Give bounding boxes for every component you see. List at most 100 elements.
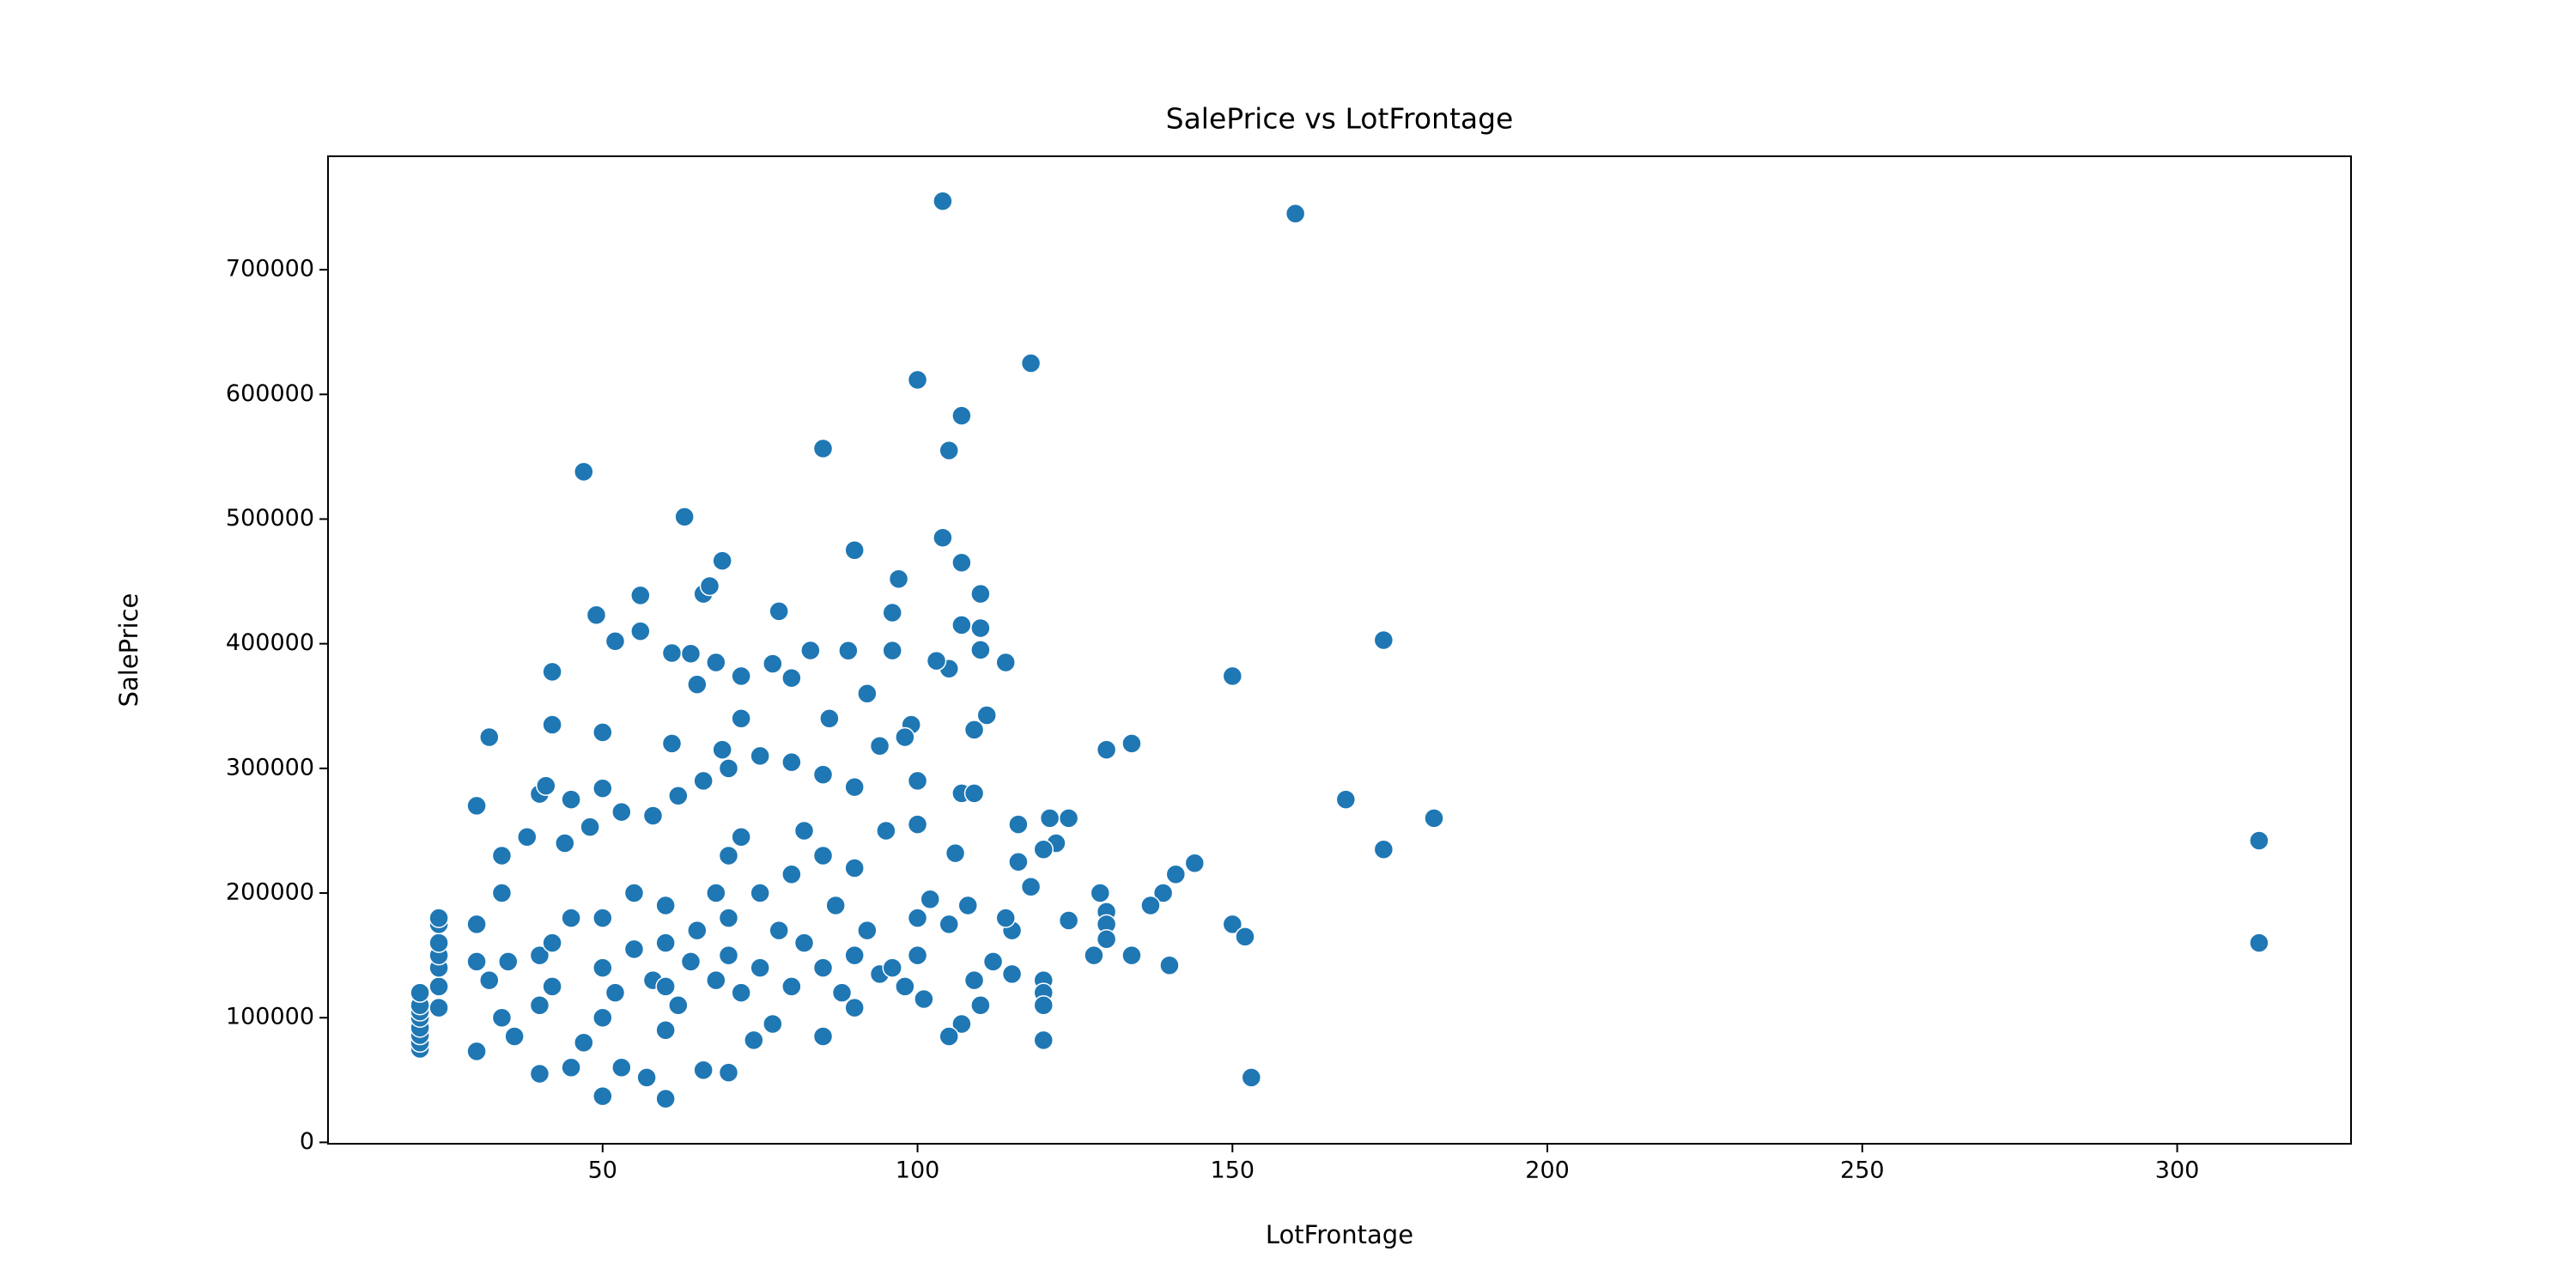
y-tick-label: 200000 [226,879,314,906]
point [718,1062,739,1083]
y-tick-label: 500000 [226,505,314,532]
point [1184,853,1206,873]
point [561,908,581,928]
point [800,640,821,661]
point [479,969,500,991]
point [907,908,928,928]
y-tick-label: 600000 [226,380,314,407]
point [1140,895,1161,916]
point [605,982,626,1003]
point [1090,883,1111,903]
point [1424,808,1444,829]
point [812,845,834,866]
y-tick-label: 100000 [226,1004,314,1030]
point [1159,955,1180,975]
point [731,665,751,687]
point [655,1088,676,1109]
point [529,994,550,1016]
point [907,369,928,391]
point [970,583,991,605]
point [939,914,959,935]
point [963,969,985,991]
point [655,1019,676,1041]
point [428,997,449,1018]
point [895,976,915,997]
point [976,705,997,726]
point [951,552,972,574]
point [712,739,732,760]
point [655,895,676,916]
point [1373,839,1394,860]
point [731,826,751,848]
point [623,883,645,903]
point [882,957,902,978]
point [693,770,714,792]
point [1285,204,1306,224]
point [731,982,751,1003]
point [744,1030,764,1051]
y-tick-label: 300000 [226,754,314,781]
point [781,864,802,885]
point [970,617,991,639]
point [466,1041,487,1062]
x-tick-label: 100 [896,1157,940,1184]
point [914,988,934,1010]
point [706,652,726,673]
point [1008,814,1029,835]
point [668,994,689,1016]
x-tick-label: 50 [588,1157,617,1184]
point [674,507,695,527]
point [574,461,594,483]
point [945,842,966,864]
point [939,440,959,461]
y-tick-label: 700000 [226,256,314,283]
point [933,527,953,549]
point [1058,808,1079,829]
point [630,585,651,606]
point [592,957,613,978]
point [592,1085,613,1107]
point [1335,789,1357,810]
point [580,817,600,837]
point [762,653,783,674]
point [428,908,449,928]
plot-frame [327,155,2352,1145]
point [1152,883,1174,903]
point [498,951,519,972]
point [699,575,720,597]
point [1222,665,1243,687]
y-axis-label: SalePrice [114,593,143,708]
point [844,997,865,1018]
point [611,801,632,823]
point [812,438,834,459]
point [769,920,789,941]
point [1058,910,1079,931]
point [668,786,689,806]
point [1008,851,1029,872]
point [844,945,865,966]
x-axis-label: LotFrontage [1266,1220,1413,1249]
point [1222,914,1243,935]
point [466,914,487,935]
point [982,951,1004,972]
point [831,982,853,1003]
point [819,708,840,729]
point [655,976,676,997]
chart-title: SalePrice vs LotFrontage [1166,102,1514,136]
point [793,820,815,841]
point [781,976,802,997]
point [718,945,739,966]
point [592,1007,613,1028]
point [642,805,664,826]
point [793,933,815,953]
point [687,920,708,941]
point [655,933,676,953]
point [812,957,834,978]
point [586,605,607,626]
point [491,883,513,903]
point [428,933,449,953]
point [2249,933,2269,953]
point [466,951,487,972]
point [542,661,562,683]
